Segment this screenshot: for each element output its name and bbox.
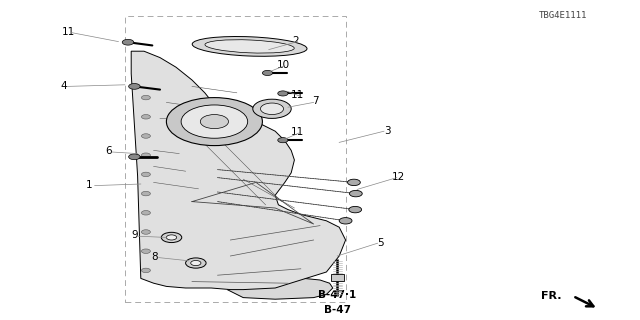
Text: FR.: FR.	[541, 291, 561, 301]
Polygon shape	[227, 274, 333, 299]
Circle shape	[122, 39, 134, 45]
Circle shape	[141, 172, 150, 177]
Ellipse shape	[192, 36, 307, 56]
Text: 3: 3	[384, 125, 390, 136]
Bar	[125, 16, 346, 302]
Circle shape	[141, 230, 150, 234]
Text: 9: 9	[131, 230, 138, 240]
Text: TBG4E1111: TBG4E1111	[539, 12, 588, 20]
Text: 8: 8	[152, 252, 158, 262]
Text: 10: 10	[277, 60, 290, 70]
Ellipse shape	[205, 40, 294, 53]
Text: 2: 2	[292, 36, 299, 46]
Circle shape	[161, 232, 182, 243]
Circle shape	[260, 103, 284, 115]
Circle shape	[278, 138, 288, 143]
Circle shape	[191, 260, 201, 266]
Circle shape	[141, 211, 150, 215]
Text: B-47: B-47	[324, 305, 351, 316]
Text: 11: 11	[62, 27, 75, 37]
FancyBboxPatch shape	[331, 274, 344, 282]
Circle shape	[349, 206, 362, 213]
Text: 7: 7	[312, 96, 319, 107]
Circle shape	[141, 191, 150, 196]
Text: 5: 5	[378, 237, 384, 248]
Circle shape	[166, 235, 177, 240]
Circle shape	[141, 95, 150, 100]
Text: 12: 12	[392, 172, 405, 182]
Text: 1: 1	[86, 180, 93, 190]
Circle shape	[278, 91, 288, 96]
Text: 11: 11	[291, 90, 304, 100]
Circle shape	[348, 179, 360, 186]
Circle shape	[141, 249, 150, 253]
Circle shape	[339, 218, 352, 224]
Text: 11: 11	[291, 127, 304, 137]
Circle shape	[129, 84, 140, 89]
Circle shape	[141, 115, 150, 119]
Circle shape	[141, 153, 150, 157]
Text: 4: 4	[61, 81, 67, 91]
Text: B-47·1: B-47·1	[318, 290, 356, 300]
Circle shape	[129, 154, 140, 160]
Circle shape	[141, 268, 150, 273]
Circle shape	[186, 258, 206, 268]
Circle shape	[200, 115, 228, 129]
Circle shape	[181, 105, 248, 138]
Circle shape	[262, 70, 273, 76]
Polygon shape	[131, 51, 346, 290]
Text: 6: 6	[106, 146, 112, 156]
Circle shape	[253, 99, 291, 118]
Circle shape	[166, 98, 262, 146]
Circle shape	[349, 190, 362, 197]
Circle shape	[141, 134, 150, 138]
